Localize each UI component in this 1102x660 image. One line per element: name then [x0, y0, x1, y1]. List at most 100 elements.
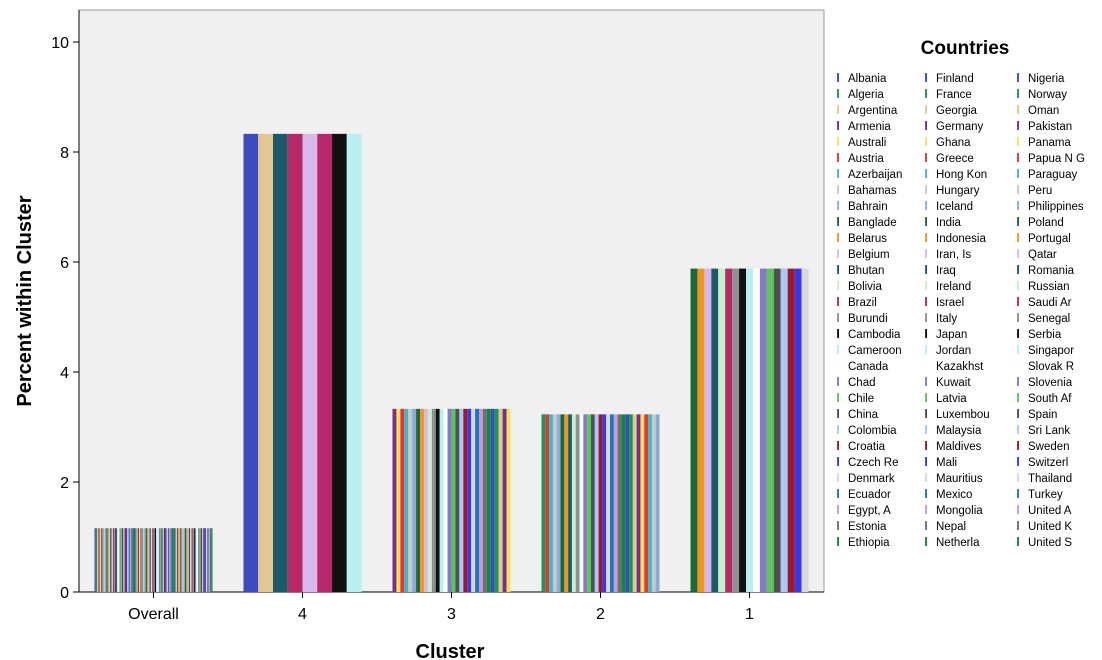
legend-swatch: I [836, 278, 840, 293]
legend-label: Jordan [936, 345, 972, 357]
legend-item: I Germany [920, 118, 1006, 134]
bar [732, 268, 740, 592]
bar [128, 528, 130, 592]
legend-swatch: I [924, 182, 928, 197]
legend-swatch: I [1016, 454, 1020, 469]
bar [208, 528, 210, 592]
legend-label: Poland [1028, 217, 1064, 229]
legend-label: Saudi Ar [1028, 297, 1072, 309]
bar [459, 408, 464, 592]
legend-swatch: I [1016, 470, 1020, 485]
bar [739, 268, 747, 592]
legend-label: Belarus [848, 233, 887, 245]
legend-swatch: I [836, 198, 840, 213]
legend-swatch: I [924, 534, 928, 549]
bar [125, 528, 128, 592]
legend-swatch: I [836, 358, 840, 373]
legend-item: I Italy [920, 310, 1006, 326]
legend-swatch: I [1016, 326, 1020, 341]
bar [196, 528, 199, 592]
legend-item: I Pakistan [1012, 118, 1102, 134]
legend-label: United A [1028, 505, 1072, 517]
legend-swatch: I [924, 246, 928, 261]
bar [583, 414, 588, 592]
legend-item: I Mali [920, 454, 1006, 470]
legend-swatch: I [836, 534, 840, 549]
bar [602, 414, 607, 592]
bar [179, 528, 182, 592]
legend-item: I Norway [1012, 86, 1102, 102]
legend-item: I Senegal [1012, 310, 1102, 326]
legend-item: I Bahrain [832, 198, 918, 214]
legend-item: I Austria [832, 150, 918, 166]
legend-swatch: I [1016, 502, 1020, 517]
bar [625, 414, 630, 592]
legend-label: Ethiopia [848, 537, 890, 549]
x-tick-label: 4 [298, 606, 307, 623]
x-tick-label: Overall [128, 606, 179, 623]
legend-label: Sweden [1028, 441, 1070, 453]
bar [175, 528, 178, 592]
bar [404, 408, 409, 592]
legend-item: I Singapor [1012, 342, 1102, 358]
legend-item: I Estonia [832, 518, 918, 534]
bar [439, 408, 444, 592]
legend-label: Cameroon [848, 345, 902, 357]
legend-label: Australi [848, 137, 887, 149]
legend-swatch: I [1016, 102, 1020, 117]
bar [195, 528, 197, 592]
bar [467, 408, 472, 592]
legend-label: Argentina [848, 105, 898, 117]
bar [110, 528, 112, 592]
legend-swatch: I [1016, 342, 1020, 357]
legend-item: I Portugal [1012, 230, 1102, 246]
legend-item: I Finland [920, 70, 1006, 86]
legend-swatch: I [924, 278, 928, 293]
legend-swatch: I [1016, 246, 1020, 261]
legend-swatch: I [924, 102, 928, 117]
legend-swatch: I [836, 294, 840, 309]
bar [194, 528, 196, 592]
bar [199, 528, 201, 592]
legend-label: Austria [848, 153, 884, 165]
legend-label: Bhutan [848, 265, 885, 277]
legend-item: I Mauritius [920, 470, 1006, 486]
legend-label: Albania [848, 73, 887, 85]
bar [143, 528, 145, 592]
legend-label: Slovenia [1028, 377, 1073, 389]
bar [114, 528, 116, 592]
legend-swatch: I [1016, 518, 1020, 533]
legend-swatch: I [1016, 214, 1020, 229]
legend-swatch: I [836, 150, 840, 165]
legend-item: I Paraguay [1012, 166, 1102, 182]
bar [156, 528, 158, 592]
legend-label: Chad [848, 377, 876, 389]
bar [173, 528, 175, 592]
bar [396, 408, 401, 592]
legend-swatch: I [1016, 278, 1020, 293]
legend-label: United K [1028, 521, 1073, 533]
legend-label: Peru [1028, 185, 1053, 197]
legend-item: I Belarus [832, 230, 918, 246]
legend-swatch: I [1016, 422, 1020, 437]
bar [169, 528, 171, 592]
legend-swatch: I [1016, 134, 1020, 149]
bar [211, 528, 213, 592]
legend-swatch: I [924, 214, 928, 229]
legend-label: Italy [936, 313, 958, 325]
legend-item: I Colombia [832, 422, 918, 438]
bar [122, 528, 124, 592]
legend-swatch: I [836, 390, 840, 405]
y-tick-label: 8 [60, 145, 69, 162]
bar [617, 414, 622, 592]
legend-item: I Poland [1012, 214, 1102, 230]
bar [124, 528, 126, 592]
bar [636, 414, 641, 592]
legend-swatch: I [1016, 390, 1020, 405]
legend-item: I Saudi Ar [1012, 294, 1102, 310]
bar [332, 133, 347, 592]
legend-swatch: I [924, 406, 928, 421]
legend-item: I Burundi [832, 310, 918, 326]
legend-label: Panama [1028, 137, 1071, 149]
